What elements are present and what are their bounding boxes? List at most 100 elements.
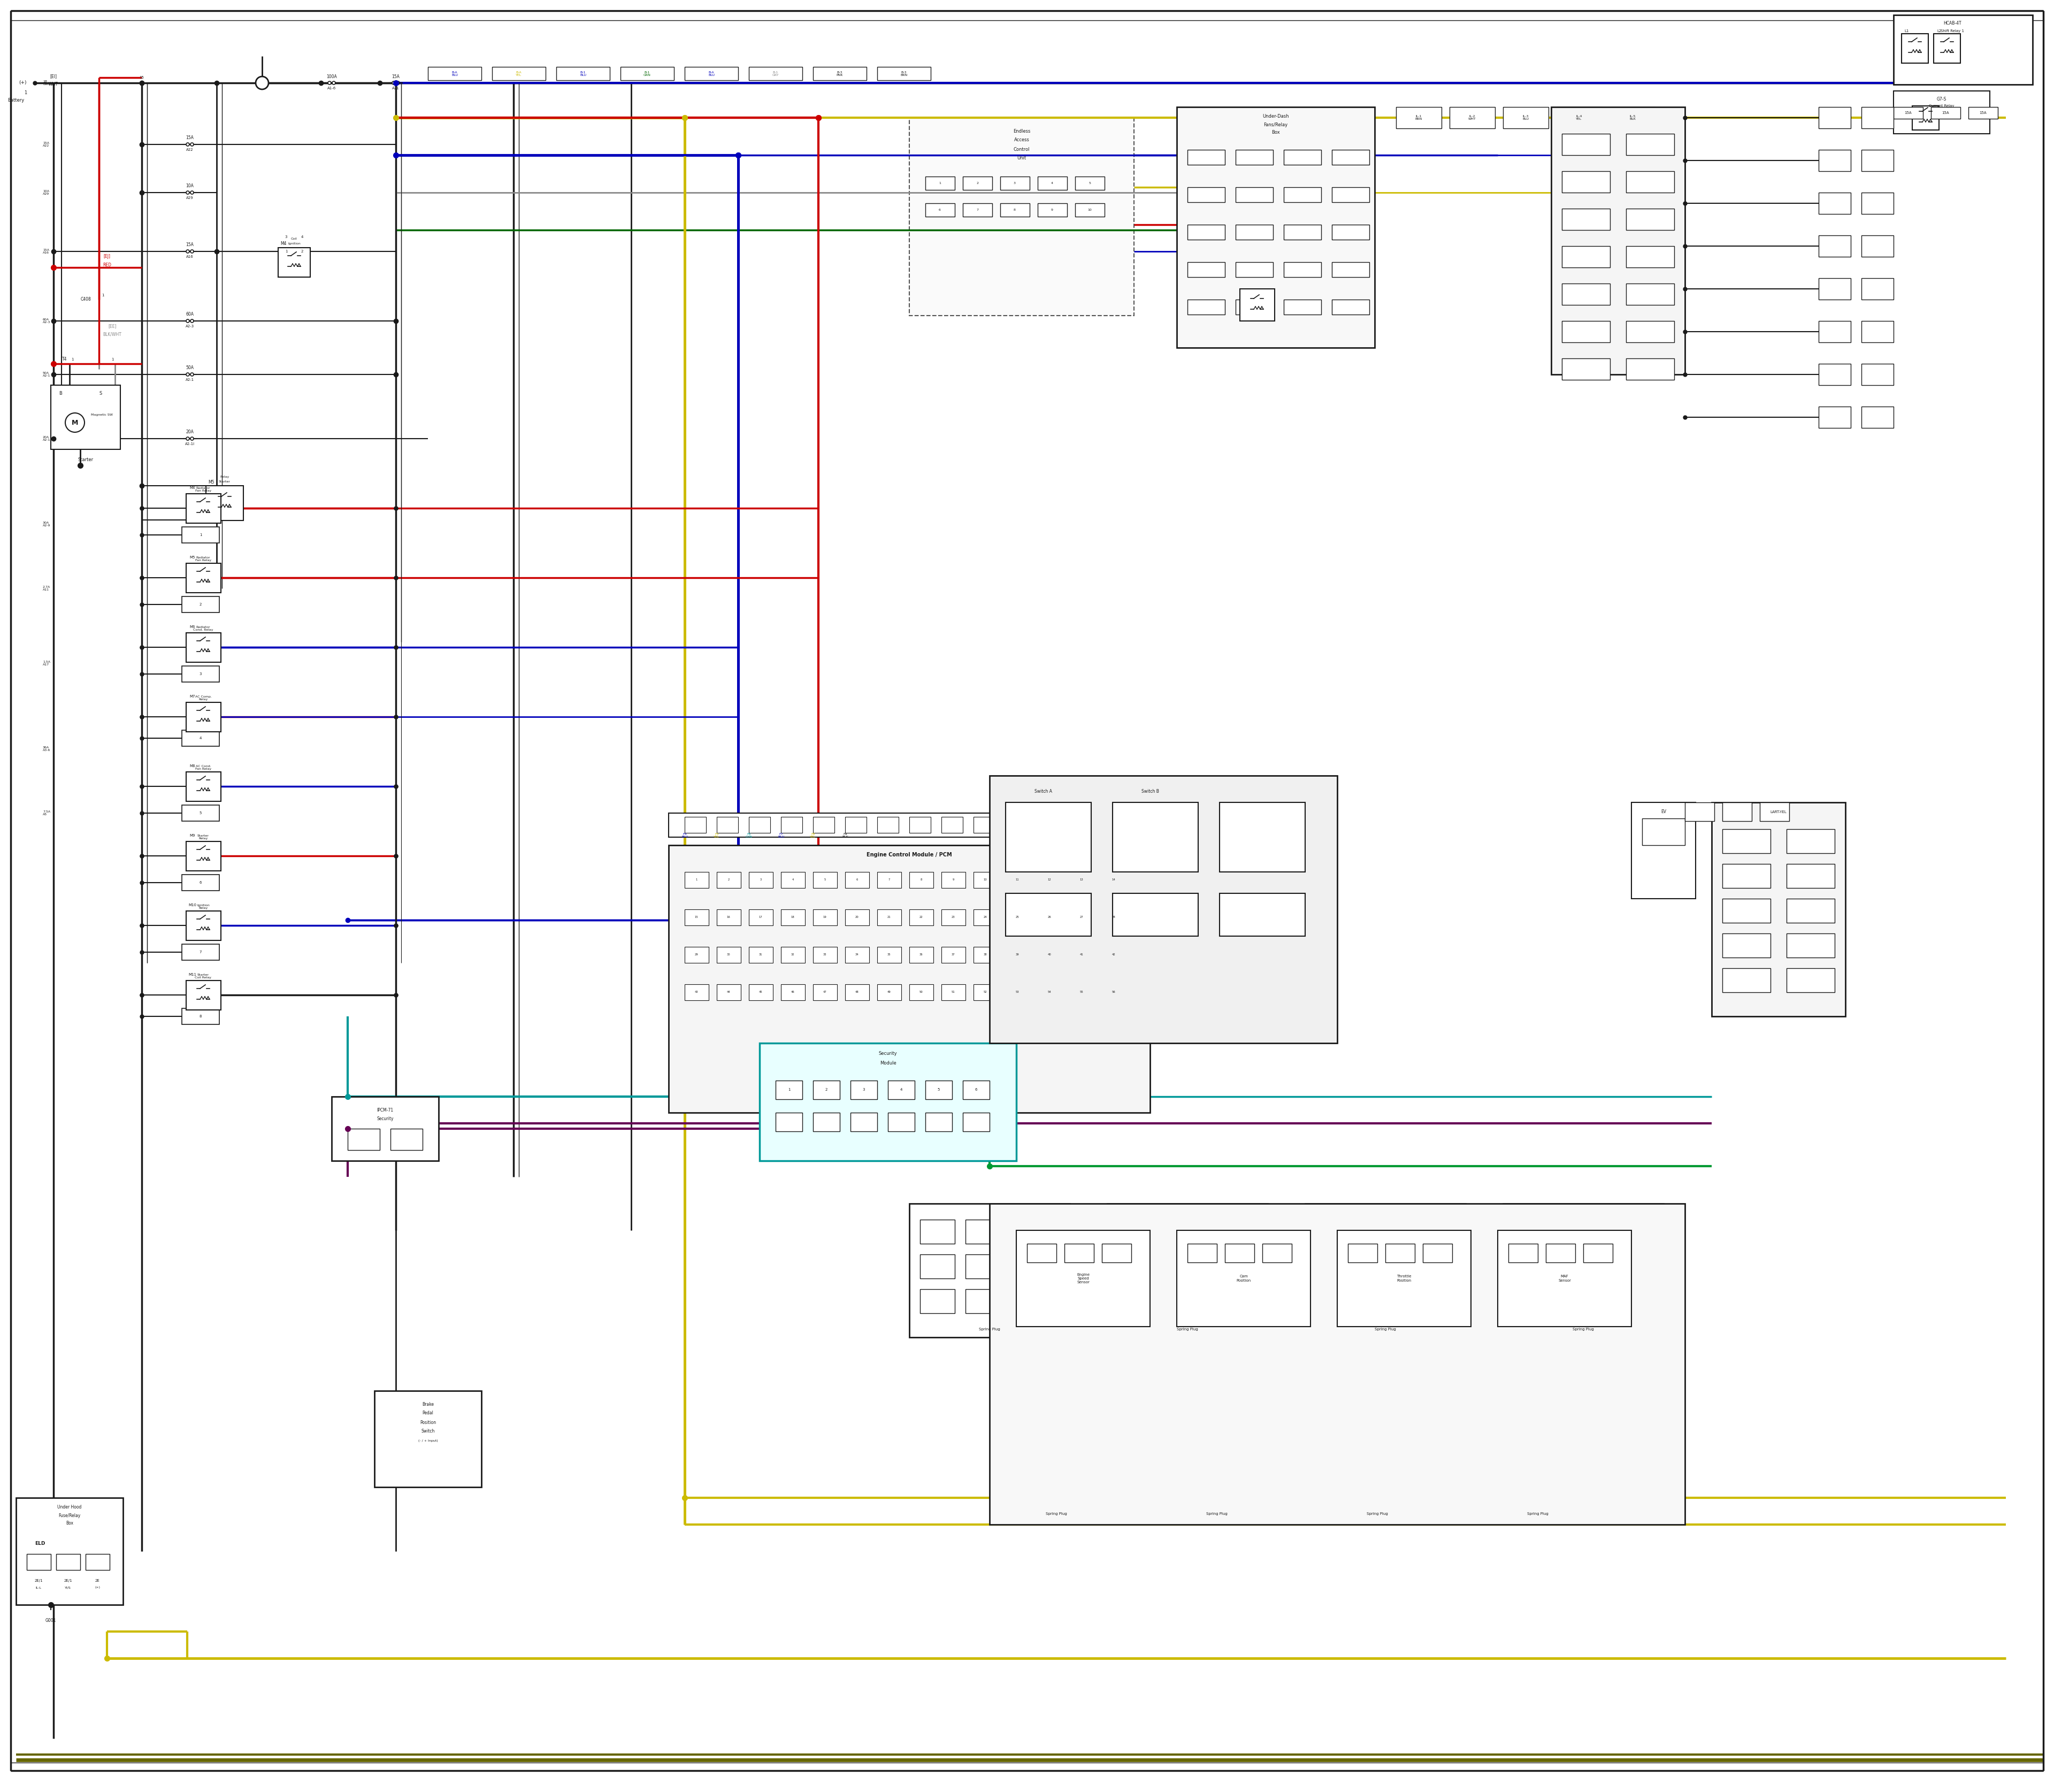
Text: Ignition
Relay: Ignition Relay (197, 903, 210, 910)
Text: 2: 2 (976, 181, 978, 185)
Bar (1187, 1244, 1216, 1262)
Text: A29: A29 (187, 197, 193, 199)
Bar (1037, 202, 1068, 217)
Bar (844, 909, 869, 925)
Bar (1631, 803, 1697, 898)
Text: A21: A21 (392, 86, 398, 90)
Bar (1450, 108, 1495, 129)
Text: B-1
GRY: B-1 GRY (772, 72, 778, 77)
Text: Shift Relay 1: Shift Relay 1 (1941, 29, 1964, 32)
Bar (1210, 1288, 1243, 1314)
Bar (1551, 108, 1684, 375)
Text: 44: 44 (727, 991, 731, 993)
Bar (877, 984, 902, 1000)
Text: MAF
Sensor: MAF Sensor (1559, 1274, 1571, 1281)
Text: (+): (+) (18, 81, 27, 86)
Bar (1604, 1254, 1639, 1278)
Text: 1: 1 (101, 294, 105, 297)
Bar (1902, 34, 1929, 63)
Bar (1818, 192, 1851, 213)
Text: 30A
A2-9: 30A A2-9 (43, 521, 51, 527)
Text: 20: 20 (854, 916, 859, 919)
Bar (776, 1113, 803, 1131)
Bar (1117, 1288, 1152, 1314)
Text: F5
YEL: F5 YEL (713, 833, 719, 839)
Bar (86, 1554, 109, 1570)
Text: 38: 38 (984, 953, 988, 957)
Bar (1861, 364, 1894, 385)
Text: B: B (60, 391, 62, 396)
Bar (1187, 262, 1224, 278)
Bar (51, 385, 121, 450)
Bar (813, 66, 867, 81)
Bar (717, 817, 737, 833)
Bar (1037, 873, 1062, 889)
Text: Box: Box (1271, 131, 1280, 134)
Bar (1497, 1231, 1631, 1326)
Text: Cam
Position: Cam Position (1237, 1274, 1251, 1281)
Bar (1818, 235, 1851, 256)
Text: 5: 5 (199, 812, 201, 815)
Circle shape (191, 143, 193, 145)
Bar (1237, 151, 1273, 165)
Text: M10: M10 (189, 903, 197, 907)
Text: Throttle
Position: Throttle Position (1397, 1274, 1411, 1281)
Bar (1912, 106, 1939, 131)
Bar (1508, 1244, 1538, 1262)
Bar (1547, 1244, 1575, 1262)
Text: 8: 8 (199, 1014, 201, 1018)
Bar (1187, 186, 1224, 202)
Bar (1101, 909, 1126, 925)
Text: Spring Plug: Spring Plug (1528, 1512, 1549, 1516)
Text: 10A
A29: 10A A29 (43, 190, 49, 195)
Bar (813, 1081, 840, 1098)
Bar (877, 66, 930, 81)
Bar (1861, 278, 1894, 299)
Bar (1064, 1244, 1095, 1262)
Bar (1037, 946, 1062, 962)
Text: 46: 46 (791, 991, 795, 993)
Circle shape (191, 319, 193, 323)
Bar (1559, 1288, 1594, 1314)
Bar (1284, 224, 1321, 240)
Text: 25: 25 (1015, 916, 1019, 919)
Bar (1787, 934, 1834, 957)
Circle shape (187, 437, 189, 441)
Text: M5: M5 (189, 556, 195, 559)
Bar (1861, 321, 1894, 342)
Text: 45: 45 (758, 991, 762, 993)
Text: 5: 5 (937, 1088, 941, 1091)
Text: Relay: Relay (220, 477, 230, 478)
Text: Endless: Endless (1013, 129, 1031, 133)
Bar (974, 873, 998, 889)
Text: Spring Plug: Spring Plug (1366, 1512, 1389, 1516)
Text: 7: 7 (976, 208, 978, 211)
Bar (910, 873, 933, 889)
Text: F4
BLU: F4 BLU (682, 833, 688, 839)
Bar (347, 1129, 380, 1150)
Text: Position: Position (419, 1419, 435, 1425)
Text: A1-6: A1-6 (327, 86, 337, 90)
Bar (1163, 1220, 1197, 1244)
Bar (493, 66, 546, 81)
Bar (920, 1220, 955, 1244)
Bar (1561, 283, 1610, 305)
Text: 1: 1 (111, 358, 113, 360)
Bar (910, 1204, 1070, 1337)
Text: 26: 26 (1048, 916, 1052, 919)
Text: 49: 49 (887, 991, 891, 993)
Bar (1627, 321, 1674, 342)
Bar (965, 1220, 1000, 1244)
Bar (1117, 1220, 1152, 1244)
Text: 2: 2 (199, 602, 201, 606)
Bar (1037, 984, 1062, 1000)
Bar (963, 202, 992, 217)
Bar (1017, 1231, 1150, 1326)
Bar (1894, 91, 1990, 134)
Text: 1B
Battery: 1B Battery (43, 81, 55, 86)
Bar (1861, 151, 1894, 172)
Bar (1561, 172, 1610, 192)
Text: 2: 2 (302, 249, 304, 253)
Text: T4: T4 (62, 357, 68, 362)
Text: Starter
Coil Relay: Starter Coil Relay (195, 973, 212, 978)
